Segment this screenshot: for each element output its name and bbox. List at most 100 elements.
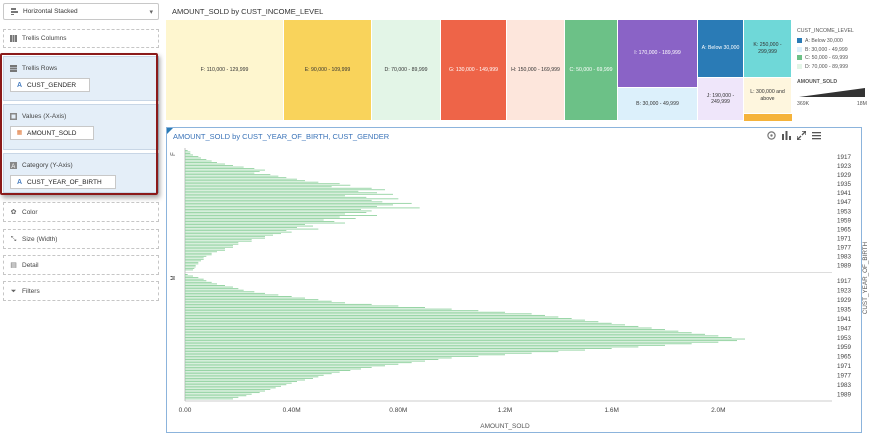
treemap-tile[interactable]: G: 130,000 - 149,999 <box>441 20 507 121</box>
bar <box>185 153 191 154</box>
legend-item[interactable]: C: 50,000 - 69,999 <box>797 55 872 61</box>
chart-title: AMOUNT_SOLD by CUST_YEAR_OF_BIRTH, CUST_… <box>173 132 390 141</box>
bar <box>185 377 313 379</box>
legend-item[interactable]: D: 70,000 - 89,999 <box>797 64 872 70</box>
bar <box>185 193 393 195</box>
treemap-tile[interactable]: H: 150,000 - 169,999 <box>507 20 565 121</box>
bar <box>185 212 367 213</box>
bar <box>185 181 319 183</box>
bar <box>185 174 271 176</box>
rows-icon <box>10 64 17 72</box>
bar <box>185 192 377 194</box>
highlight-box <box>0 53 158 195</box>
treemap-tile[interactable]: F: 110,000 - 129,999 <box>166 20 284 121</box>
trellis-row-label: M <box>171 276 177 281</box>
bar <box>185 258 204 260</box>
y-tick-label: 1977 <box>837 245 852 252</box>
cust-year-of-birth-chip[interactable]: A CUST_YEAR_OF_BIRTH <box>10 175 116 189</box>
bar <box>185 388 271 390</box>
treemap-tile[interactable]: D: 70,000 - 89,999 <box>372 20 441 121</box>
bar <box>185 283 217 285</box>
treemap-tile[interactable]: L: 300,000 and above <box>744 78 792 114</box>
bar <box>185 344 665 346</box>
bar <box>185 172 255 174</box>
bar <box>185 338 745 340</box>
menu-icon[interactable] <box>812 131 821 142</box>
measure-icon: ▦ <box>16 129 23 136</box>
bar <box>185 337 732 338</box>
treemap-tile[interactable]: E: 90,000 - 109,999 <box>284 20 372 121</box>
treemap-tile[interactable]: J: 190,000 - 249,999 <box>698 78 744 121</box>
detail-zone[interactable]: ▤ Detail <box>3 255 159 275</box>
bar <box>185 360 425 362</box>
amount-sold-chip[interactable]: ▦ AMOUNT_SOLD <box>10 126 94 140</box>
bar <box>185 210 372 212</box>
bar <box>185 254 212 256</box>
legend-label: B: 30,000 - 49,999 <box>805 46 848 53</box>
treemap-tile[interactable]: B: 30,000 - 49,999 <box>618 88 698 121</box>
color-zone[interactable]: ✿ Color <box>3 202 159 222</box>
bar <box>185 243 239 245</box>
cust-gender-chip[interactable]: A CUST_GENDER <box>10 78 90 92</box>
bar <box>185 322 612 324</box>
bar <box>185 281 212 283</box>
bar <box>185 198 399 200</box>
treemap-tile[interactable]: A: Below 30,000 <box>698 20 744 78</box>
bar <box>185 267 195 269</box>
bar <box>185 294 279 296</box>
y-tick-label: 1947 <box>837 199 852 206</box>
bar <box>185 285 225 286</box>
cust-gender-chip-label: CUST_GENDER <box>27 81 77 89</box>
bar <box>185 325 639 327</box>
bar-chart-icon[interactable] <box>782 131 791 142</box>
trellis-rows-zone[interactable]: Trellis Rows A CUST_GENDER <box>3 56 159 101</box>
y-tick-label: 1989 <box>837 391 852 398</box>
bar <box>185 178 297 180</box>
horizontal-stacked-icon <box>10 8 19 15</box>
treemap-tile[interactable]: K: 250,000 - 299,999 <box>744 20 792 78</box>
bar <box>185 157 201 159</box>
treemap-tile[interactable]: I: 170,000 - 189,999 <box>618 20 698 88</box>
bar <box>185 202 412 204</box>
bar <box>185 189 385 191</box>
bar <box>185 396 239 398</box>
bar <box>185 310 479 312</box>
filters-zone[interactable]: ⏷ Filters <box>3 281 159 301</box>
bar <box>185 291 255 293</box>
bar <box>185 346 639 348</box>
bar <box>185 393 252 395</box>
chart-type-select[interactable]: Horizontal Stacked ▾ <box>3 3 159 20</box>
bar <box>185 365 385 367</box>
svg-text:A: A <box>11 164 15 169</box>
chevron-down-icon[interactable]: ▾ <box>149 9 153 16</box>
trellis-columns-zone[interactable]: Trellis Columns <box>3 29 159 48</box>
legend-swatch <box>797 46 802 52</box>
values-zone[interactable]: Values (X-Axis) ▦ AMOUNT_SOLD <box>3 104 159 150</box>
bar <box>185 373 332 375</box>
bar <box>185 246 233 248</box>
size-zone[interactable]: ⤡ Size (Width) <box>3 229 159 249</box>
bar <box>185 216 340 218</box>
y-tick-label: 1965 <box>837 226 852 233</box>
bar <box>185 266 196 268</box>
y-tick-label: 1917 <box>837 278 852 285</box>
size-legend-max: 18M <box>856 100 867 107</box>
bar <box>185 355 479 357</box>
amount-sold-chip-label: AMOUNT_SOLD <box>27 129 77 137</box>
legend-item[interactable]: A: Below 30,000 <box>797 38 872 44</box>
bar <box>185 303 372 305</box>
gear-icon[interactable] <box>767 131 776 142</box>
bar <box>185 275 193 277</box>
bar <box>185 199 372 201</box>
trellis-row-label: F <box>171 152 177 156</box>
category-zone[interactable]: A Category (Y-Axis) A CUST_YEAR_OF_BIRTH <box>3 153 159 193</box>
treemap-tile[interactable]: C: 50,000 - 69,999 <box>565 20 618 121</box>
bar <box>185 196 367 198</box>
legend-item[interactable]: B: 30,000 - 49,999 <box>797 47 872 53</box>
bar <box>185 333 705 335</box>
bar <box>185 190 359 192</box>
treemap[interactable]: F: 110,000 - 129,999 E: 90,000 - 109,999 D… <box>166 20 792 121</box>
bar <box>185 370 351 371</box>
y-tick-label: 1965 <box>837 354 852 361</box>
bar <box>185 236 265 238</box>
